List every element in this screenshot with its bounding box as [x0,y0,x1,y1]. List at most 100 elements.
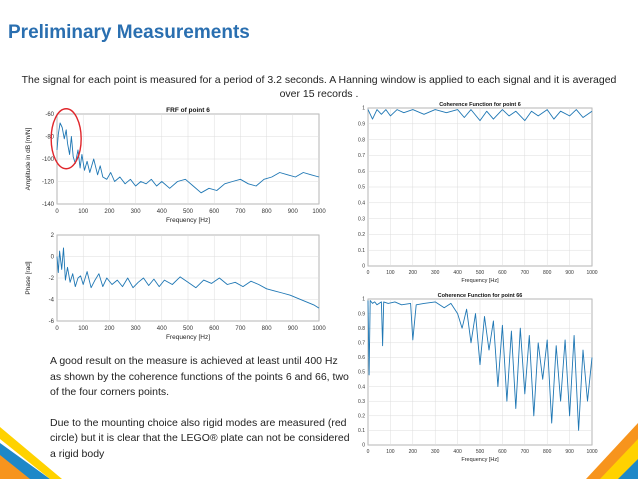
y-tick-label: 0.7 [358,153,365,159]
x-tick-label: 800 [262,209,273,215]
x-tick-label: 700 [235,326,246,332]
chart-title: Coherence Function for point 66 [438,293,523,299]
x-tick-label: 700 [235,209,246,215]
x-axis-label: Frequency [Hz] [166,217,210,224]
x-tick-label: 600 [209,326,220,332]
x-axis-label: Frequency [Hz] [166,334,210,341]
y-axis-label: Phase [rad] [25,261,32,294]
x-tick-label: 400 [157,326,168,332]
y-tick-label: 0.1 [358,428,365,434]
y-tick-label: 0.4 [358,200,365,206]
x-tick-label: 0 [55,209,59,215]
chart-title: FRF of point 6 [166,107,210,114]
y-tick-label: -4 [49,298,55,304]
chart-title: Coherence Function for point 6 [439,102,521,108]
y-tick-label: 0.2 [358,413,365,419]
x-tick-label: 800 [543,449,552,455]
y-tick-label: -60 [45,112,54,118]
x-tick-label: 1000 [312,326,326,332]
y-tick-label: 0 [51,255,55,261]
x-tick-label: 800 [262,326,273,332]
x-tick-label: 300 [131,209,142,215]
x-tick-label: 500 [183,326,194,332]
y-tick-label: 0.8 [358,137,365,143]
slide-title: Preliminary Measurements [8,22,250,43]
explanation-text: A good result on the measure is achieved… [50,354,350,462]
x-axis-label: Frequency [Hz] [461,457,499,463]
x-tick-label: 200 [409,449,418,455]
x-tick-label: 700 [521,449,530,455]
y-tick-label: 0.1 [358,248,365,254]
x-tick-label: 900 [288,326,299,332]
x-tick-label: 100 [386,449,395,455]
note-coherence: A good result on the measure is achieved… [50,355,349,398]
x-tick-label: 600 [498,449,507,455]
y-tick-label: 0 [362,443,365,449]
x-tick-label: 900 [565,270,574,276]
x-tick-label: 600 [498,270,507,276]
y-tick-label: 0.7 [358,340,365,346]
note-rigid-modes: Due to the mounting choice also rigid mo… [50,416,350,460]
y-tick-label: 1 [362,106,365,112]
x-tick-label: 300 [431,270,440,276]
corner-decoration-right [586,423,638,479]
y-tick-label: 0.8 [358,326,365,332]
x-tick-label: 400 [157,209,168,215]
x-tick-label: 1000 [586,449,597,455]
x-axis-label: Frequency [Hz] [461,278,499,284]
x-tick-label: 300 [431,449,440,455]
series-line [56,247,320,309]
y-tick-label: -100 [42,157,55,163]
x-tick-label: 1000 [586,270,597,276]
intro-text: The signal for each point is measured fo… [21,74,617,100]
y-tick-label: 0.4 [358,384,365,390]
x-tick-label: 200 [104,326,115,332]
y-tick-label: 0.9 [358,311,365,317]
x-tick-label: 200 [104,209,115,215]
y-tick-label: 1 [362,297,365,303]
y-tick-label: 2 [51,233,55,239]
x-tick-label: 1000 [312,209,326,215]
y-tick-label: 0.5 [358,185,365,191]
y-tick-label: 0 [362,264,365,270]
x-tick-label: 900 [288,209,299,215]
x-tick-label: 400 [453,449,462,455]
x-tick-label: 200 [409,270,418,276]
y-tick-label: 0.6 [358,169,365,175]
y-tick-label: 0.3 [358,399,365,405]
y-tick-label: 0.5 [358,370,365,376]
rigid-modes-highlight-circle [50,108,82,170]
y-tick-label: 0.2 [358,232,365,238]
y-tick-label: 0.6 [358,355,365,361]
x-tick-label: 800 [543,270,552,276]
x-tick-label: 300 [131,326,142,332]
x-tick-label: 700 [521,270,530,276]
y-tick-label: -120 [42,180,55,186]
x-tick-label: 500 [476,449,485,455]
series-line [367,109,593,122]
series-line [367,300,593,431]
coherence-6-chart: 0 100 200 300 400 500 600 700 800 900 1000 0 0.1 0.2 0… [358,102,598,284]
x-tick-label: 0 [55,326,59,332]
coherence-66-chart: 0 100 200 300 400 500 600 700 800 900 1000 0 0.1 0.2 0… [358,293,598,463]
y-tick-label: -6 [49,319,55,325]
x-tick-label: 100 [78,209,89,215]
x-tick-label: 0 [367,449,370,455]
x-tick-label: 0 [367,270,370,276]
series-line [56,122,320,194]
y-tick-label: -2 [49,276,55,282]
y-tick-label: -140 [42,202,55,208]
y-tick-label: -80 [45,135,54,141]
x-tick-label: 500 [183,209,194,215]
x-tick-label: 900 [565,449,574,455]
corner-decoration-left [0,427,62,479]
x-tick-label: 600 [209,209,220,215]
y-tick-label: 0.9 [358,121,365,127]
x-tick-label: 500 [476,270,485,276]
x-tick-label: 100 [78,326,89,332]
frf-phase-chart: 0 100 200 300 400 500 600 700 800 900 1000 -6 -4 -2 0 2… [25,233,326,341]
frf-magnitude-chart: 0 100 200 300 400 500 600 700 800 900 1000 -140 -120… [25,107,326,224]
y-tick-label: 0.3 [358,216,365,222]
x-tick-label: 100 [386,270,395,276]
x-tick-label: 400 [453,270,462,276]
